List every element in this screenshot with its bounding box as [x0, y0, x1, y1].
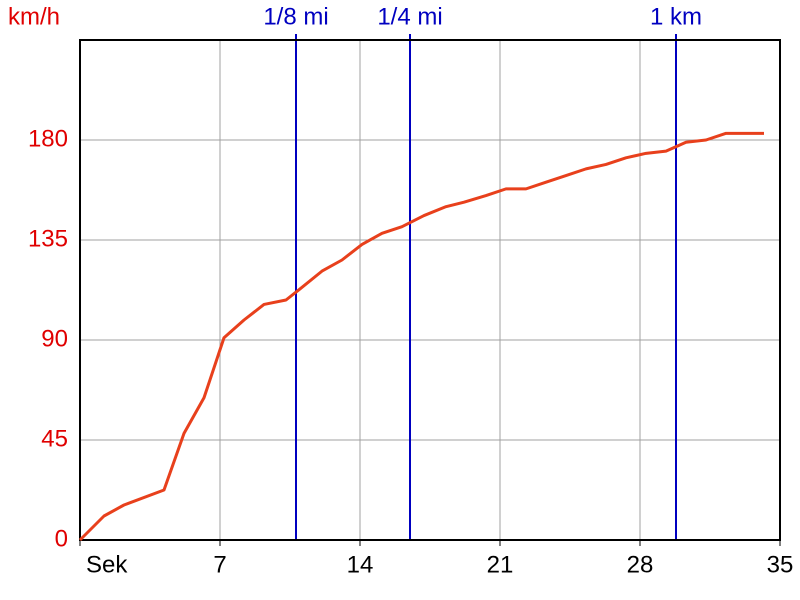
- x-tick-label: 28: [627, 551, 654, 578]
- distance-marker-label: 1/4 mi: [377, 3, 442, 30]
- x-tick-label: 7: [213, 551, 226, 578]
- y-tick-label: 180: [28, 125, 68, 152]
- x-tick-label: 21: [487, 551, 514, 578]
- y-tick-label: 0: [55, 525, 68, 552]
- y-tick-label: 45: [41, 425, 68, 452]
- y-axis-label: km/h: [8, 3, 60, 30]
- distance-marker-label: 1/8 mi: [263, 3, 328, 30]
- y-tick-label: 90: [41, 325, 68, 352]
- x-tick-label: 35: [767, 551, 794, 578]
- plot-frame: [79, 39, 781, 541]
- x-tick-label: 14: [347, 551, 374, 578]
- distance-marker-label: 1 km: [650, 3, 702, 30]
- x-tick-label: Sek: [86, 551, 128, 578]
- speed-line: [78, 131, 764, 542]
- y-tick-label: 135: [28, 225, 68, 252]
